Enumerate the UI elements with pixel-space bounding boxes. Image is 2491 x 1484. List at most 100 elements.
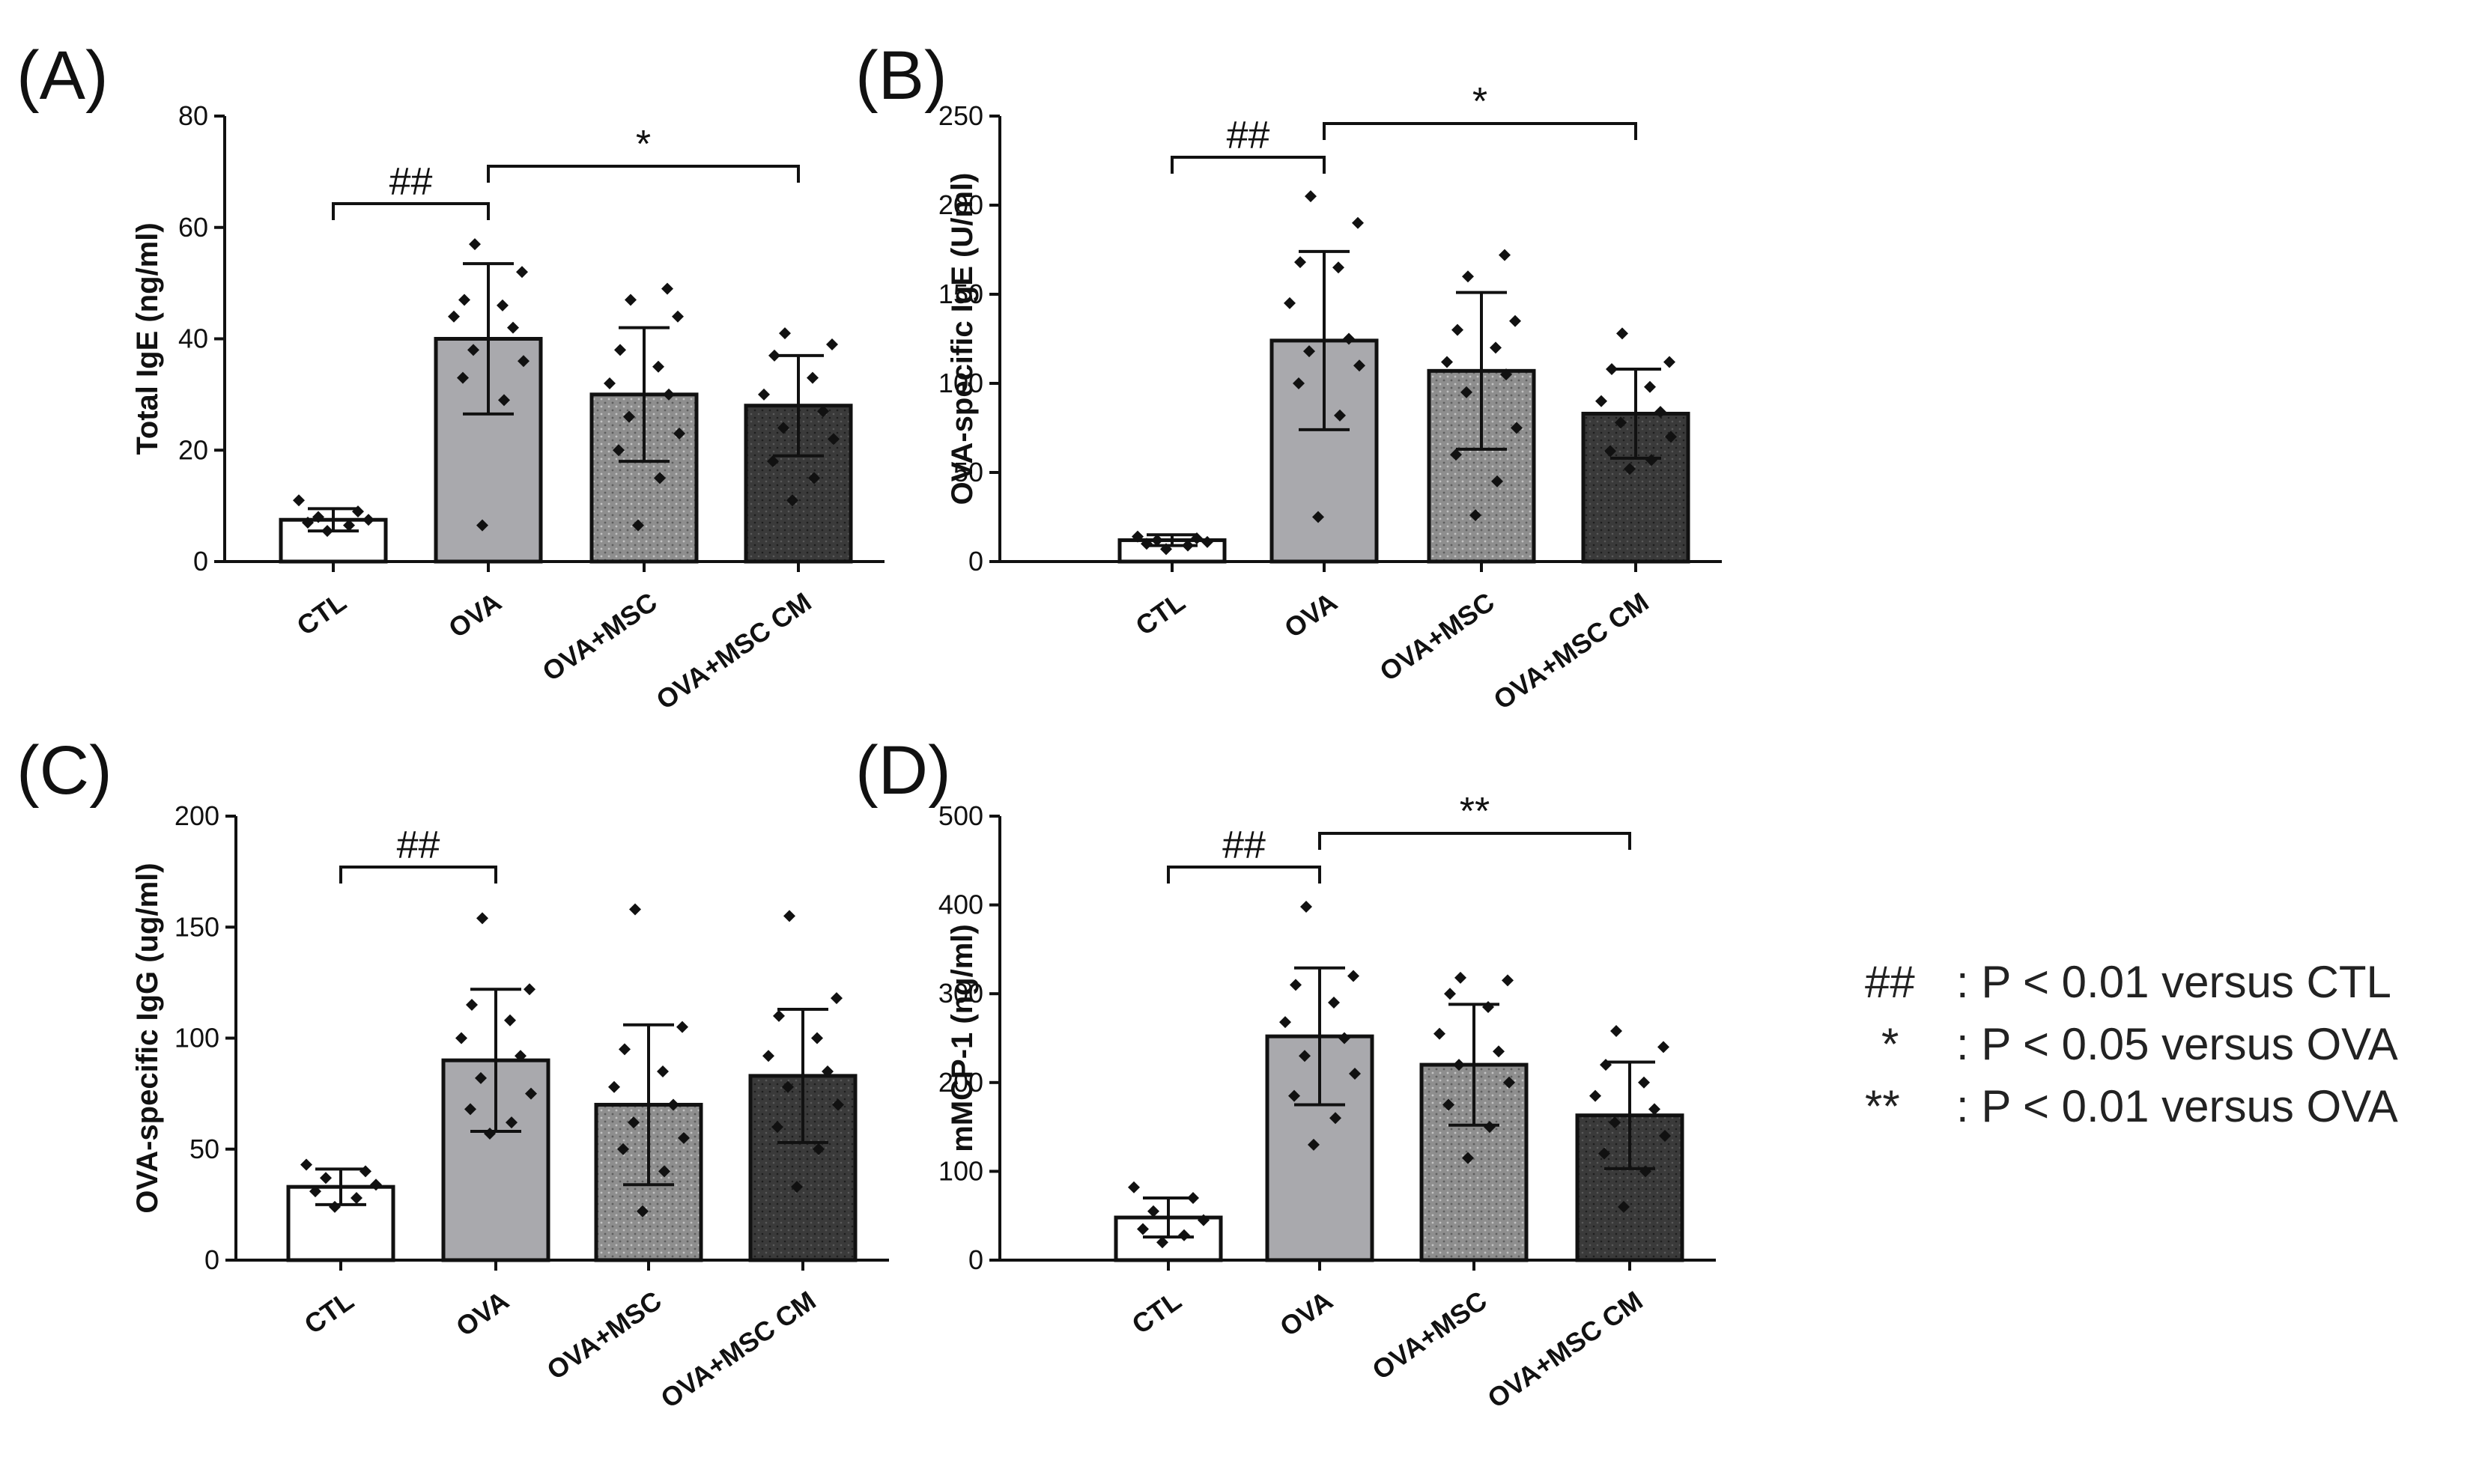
- panel-a-point-ova-msc-cm-7: [807, 371, 819, 384]
- panel-d-xtick-label-ova-msc: OVA+MSC: [1367, 1285, 1493, 1386]
- panel-c-point-ova-msc-cm-5: [822, 1065, 834, 1077]
- panel-d-ytick-label-400: 400: [938, 890, 983, 920]
- panel-d-point-ctl-0: [1156, 1236, 1168, 1249]
- legend-symbol-3: **: [1865, 1081, 1900, 1131]
- panel-d-point-ova-1: [1329, 1112, 1341, 1125]
- panel-d-xtick-label-ova-msc-cm: OVA+MSC CM: [1482, 1285, 1648, 1414]
- panel-a-point-ova-msc-2: [613, 444, 625, 457]
- panel-b-point-ctl-6: [1132, 530, 1144, 543]
- panel-a: (A) Total IgE (ng/ml) 0 20 40 60 80 CTL OVA OVA+M…: [16, 37, 885, 716]
- panel-b-point-ova-msc-7: [1490, 341, 1502, 354]
- panel-c-point-ova-msc-cm-9: [831, 992, 843, 1005]
- panel-b-point-ova-msc-9: [1509, 314, 1521, 327]
- panel-b-point-ova-msc-cm-5: [1654, 406, 1666, 419]
- panel-c-point-ova-msc-cm-2: [771, 1121, 783, 1134]
- panel-b-xtick-label-ova-msc-cm: OVA+MSC CM: [1488, 586, 1654, 716]
- significance-legend: ## : P < 0.01 versus CTL * : P < 0.05 ve…: [1865, 957, 2398, 1131]
- panel-b-point-ova-msc-cm-0: [1624, 463, 1636, 475]
- panel-c-xtick-label-ova-msc: OVA+MSC: [541, 1285, 667, 1386]
- panel-c-xtick-label-ctl: CTL: [299, 1285, 359, 1340]
- panel-d-xtick-label-ova: OVA: [1274, 1285, 1338, 1342]
- panel-d-point-ova-8: [1290, 979, 1302, 991]
- panel-d-significance-label-0: ##: [1222, 824, 1266, 867]
- panel-b-point-ova-msc-0: [1469, 509, 1481, 522]
- panel-d-point-ova-7: [1328, 997, 1340, 1009]
- panel-b-point-ctl-0: [1160, 543, 1172, 556]
- panel-a-point-ctl-6: [293, 494, 305, 507]
- panel-a-point-ova-4: [467, 344, 479, 356]
- panel-a-significance-label-0: ##: [389, 160, 433, 204]
- panel-a-point-ova-msc-cm-3: [828, 433, 840, 445]
- panel-c-point-ctl-2: [309, 1185, 321, 1198]
- panel-c-point-ova-msc-6: [608, 1080, 620, 1093]
- panel-a-point-ova-msc-1: [654, 472, 666, 484]
- panel-a-point-ctl-2: [302, 516, 314, 529]
- panel-b-significance-bracket-0: [1171, 156, 1326, 174]
- panel-d-point-ova-msc-3: [1503, 1076, 1515, 1089]
- panel-c-point-ctl-3: [370, 1179, 382, 1191]
- panel-d-point-ova-5: [1338, 1032, 1350, 1044]
- panel-c-point-ova-5: [515, 1050, 527, 1062]
- panel-c-point-ova-10: [476, 912, 488, 925]
- panel-d-point-ova-msc-cm-4: [1609, 1116, 1621, 1129]
- panel-c-point-ova-msc-10: [629, 903, 641, 916]
- panel-a-point-ova-msc-cm-10: [779, 327, 791, 340]
- panel-d-ytick-label-500: 500: [938, 800, 983, 831]
- panel-b-significance-label-1: *: [1472, 80, 1487, 124]
- panel-a-point-ova-msc-cm-6: [758, 388, 770, 401]
- legend-text-3: : P < 0.01 versus OVA: [1956, 1081, 2398, 1131]
- panel-d-point-ova-msc-cm-6: [1589, 1089, 1601, 1102]
- panel-a-point-ova-msc-8: [614, 344, 626, 356]
- panel-d-letter: (D): [855, 732, 951, 809]
- panel-c-point-ctl-6: [300, 1158, 312, 1171]
- panel-c-xtick-label-ova-msc-cm: OVA+MSC CM: [655, 1285, 822, 1414]
- panel-a-point-ctl-0: [321, 525, 333, 538]
- panel-a-point-ova-msc-3: [673, 427, 685, 440]
- panel-b-xtick-label-ova: OVA: [1278, 586, 1342, 644]
- panel-c-point-ova-8: [466, 999, 478, 1012]
- panel-b-y-axis-label: OVA-specific IgE (U/ml): [946, 173, 979, 505]
- panel-a-point-ova-9: [516, 266, 528, 279]
- panel-a-point-ova-msc-7: [652, 360, 664, 373]
- panel-d-point-ova-msc-cm-8: [1600, 1059, 1612, 1071]
- panel-b-xtick-label-ctl: CTL: [1130, 586, 1191, 642]
- panel-c-point-ova-msc-cm-0: [791, 1181, 803, 1193]
- panel-a-significance-label-1: *: [636, 123, 651, 166]
- panel-a-point-ctl-1: [343, 519, 355, 532]
- panel-b-point-ova-4: [1303, 345, 1315, 358]
- panel-b-point-ova-msc-cm-7: [1644, 380, 1656, 393]
- panel-b-ytick-label-100: 100: [938, 368, 983, 398]
- panel-d-ytick-label-200: 200: [938, 1067, 983, 1098]
- panel-d-point-ova-2: [1288, 1089, 1300, 1102]
- panel-b-ytick-label-50: 50: [953, 457, 983, 487]
- panel-c-point-ova-6: [455, 1032, 467, 1044]
- panel-b-point-ova-6: [1284, 297, 1296, 309]
- panel-a-point-ova-msc-cm-4: [777, 422, 789, 434]
- panel-a-point-ova-2: [457, 371, 469, 384]
- panel-b-significance-bracket-1: [1323, 122, 1637, 140]
- panel-c-point-ova-msc-cm-3: [832, 1098, 844, 1111]
- panel-a-point-ova-msc-cm-5: [817, 405, 829, 418]
- panel-c-point-ova-msc-7: [657, 1065, 669, 1077]
- panel-a-point-ova-msc-cm-2: [767, 455, 779, 468]
- panel-c-point-ova-0: [484, 1127, 496, 1140]
- panel-b-point-ova-msc-cm-10: [1616, 327, 1628, 340]
- legend-text-1: : P < 0.01 versus CTL: [1956, 957, 2391, 1007]
- panel-a-point-ova-8: [458, 294, 470, 306]
- panel-d: (D) mMCP-1 (ng/ml) 0 100 200 300 400 500 CTL OVA O…: [855, 732, 1716, 1414]
- panel-a-xtick-label-ova: OVA: [443, 586, 506, 644]
- panel-d-point-ova-msc-cm-1: [1639, 1165, 1651, 1178]
- panel-a-point-ova-msc-cm-8: [768, 349, 780, 362]
- panel-a-ytick-label-0: 0: [193, 546, 208, 577]
- panel-b-point-ova-msc-cm-3: [1665, 431, 1677, 443]
- panel-a-letter: (A): [16, 37, 109, 114]
- panel-d-point-ova-msc-1: [1484, 1121, 1496, 1134]
- panel-b-point-ova-5: [1343, 332, 1355, 345]
- panel-d-point-ova-msc-cm-7: [1638, 1076, 1650, 1089]
- panel-d-point-ctl-1: [1178, 1229, 1190, 1241]
- panel-d-significance-label-1: **: [1460, 790, 1490, 833]
- panel-c-significance-bracket-0: [339, 866, 497, 884]
- panel-a-point-ova-msc-5: [663, 388, 675, 401]
- panel-b-ytick-label-250: 250: [938, 100, 983, 131]
